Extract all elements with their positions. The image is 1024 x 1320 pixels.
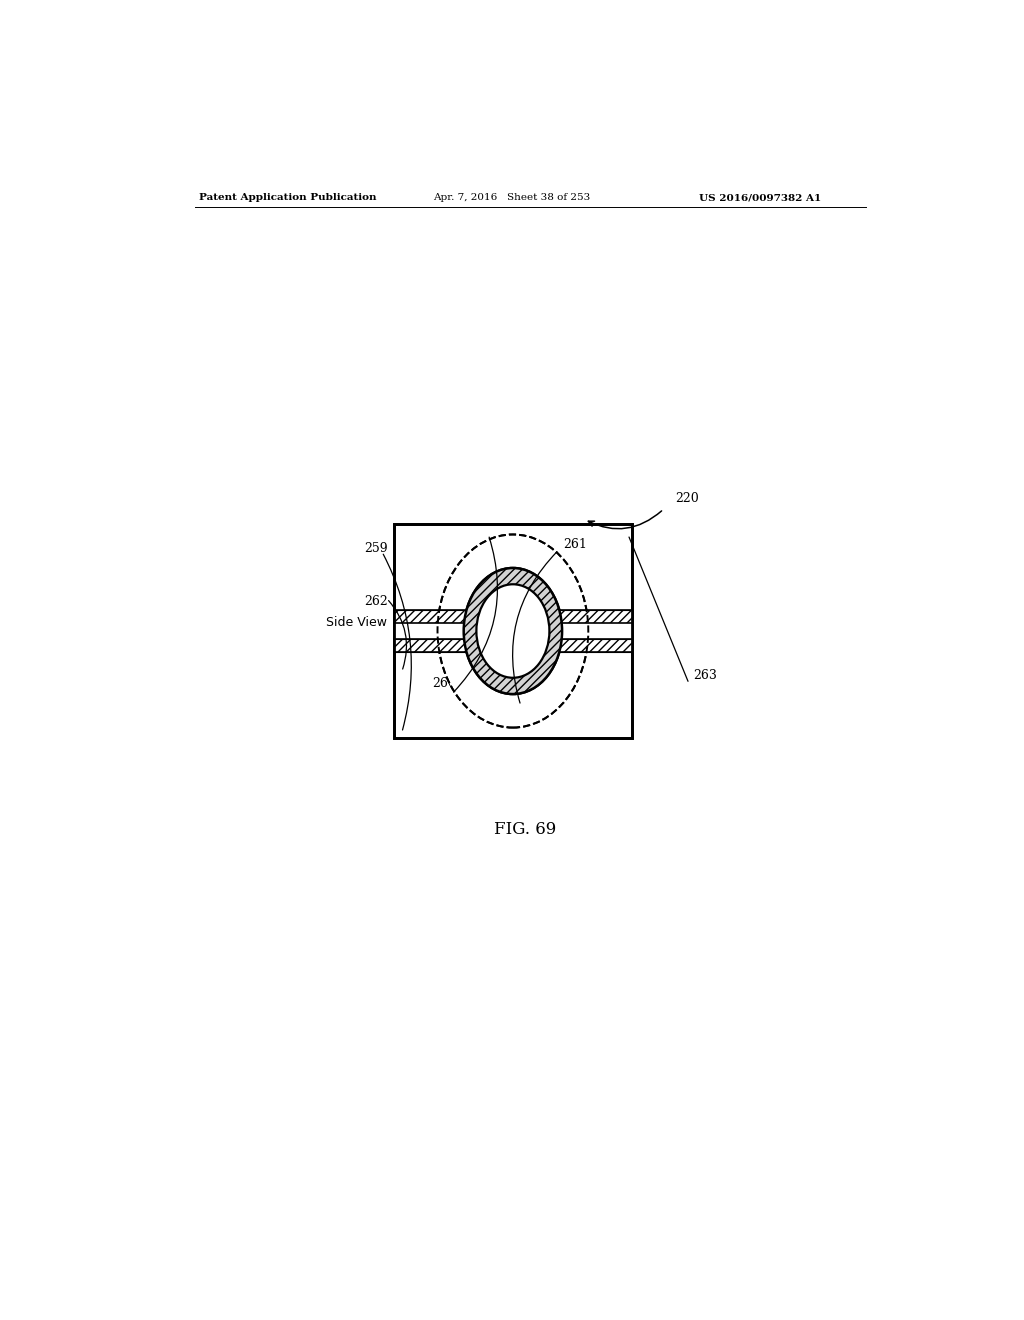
Bar (394, 623, 632, 639)
Text: FIG. 69: FIG. 69 (494, 821, 556, 838)
Text: 261: 261 (563, 539, 587, 552)
Text: 263: 263 (693, 669, 717, 682)
Text: US 2016/0097382 A1: US 2016/0097382 A1 (699, 193, 821, 202)
Text: 262: 262 (365, 595, 388, 609)
Bar (394, 639, 632, 652)
Text: Patent Application Publication: Patent Application Publication (200, 193, 377, 202)
Ellipse shape (464, 568, 562, 694)
Bar (394, 610, 632, 623)
Text: Apr. 7, 2016   Sheet 38 of 253: Apr. 7, 2016 Sheet 38 of 253 (433, 193, 591, 202)
Bar (394, 524, 632, 738)
Text: 259: 259 (365, 543, 388, 556)
Ellipse shape (476, 585, 550, 677)
Ellipse shape (476, 585, 550, 677)
Text: 220: 220 (676, 492, 699, 506)
Ellipse shape (437, 535, 588, 727)
Text: Side View: Side View (327, 616, 387, 630)
Bar (394, 524, 632, 738)
Text: 260: 260 (432, 677, 456, 690)
Ellipse shape (464, 568, 562, 694)
